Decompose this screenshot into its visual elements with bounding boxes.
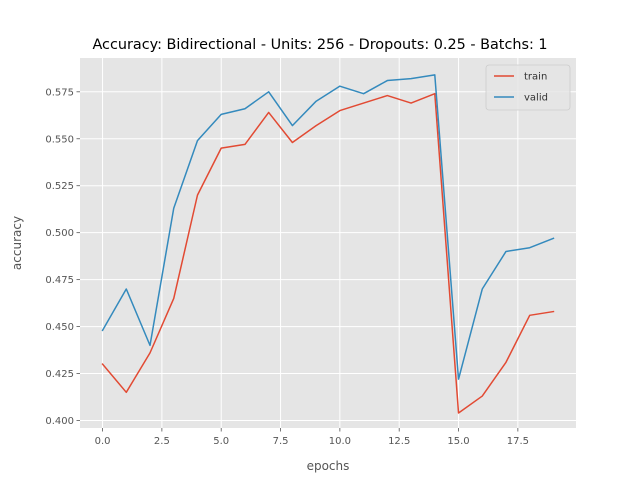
legend: train valid <box>485 64 571 111</box>
x-tick-label: 15.0 <box>447 436 469 447</box>
grid-lines <box>80 58 576 428</box>
x-tick-label: 10.0 <box>329 436 351 447</box>
x-tick-label: 0.0 <box>95 436 111 447</box>
x-tick-label: 7.5 <box>273 436 289 447</box>
x-tick-label: 17.5 <box>507 436 529 447</box>
y-tick-label: 0.450 <box>45 322 74 333</box>
x-tick-label: 5.0 <box>213 436 229 447</box>
x-axis-label: epochs <box>307 459 350 473</box>
y-tick-label: 0.525 <box>45 181 74 192</box>
x-tick-label: 12.5 <box>388 436 410 447</box>
plot-area <box>80 58 576 428</box>
legend-label-valid: valid <box>524 93 548 104</box>
y-tick-label: 0.550 <box>45 134 74 145</box>
chart-title: Accuracy: Bidirectional - Units: 256 - D… <box>92 37 547 53</box>
y-tick-label: 0.475 <box>45 275 74 286</box>
y-axis-label: accuracy <box>10 216 24 270</box>
axis-ticks: 0.0 2.5 5.0 7.5 10.0 12.5 15.0 17.5 0.400 0.425 0.… <box>45 87 529 447</box>
y-tick-label: 0.575 <box>45 87 74 98</box>
y-tick-label: 0.425 <box>45 369 74 380</box>
legend-label-train: train <box>524 72 547 83</box>
series-line-train <box>101 92 555 414</box>
y-tick-label: 0.500 <box>45 228 74 239</box>
x-tick-label: 2.5 <box>154 436 170 447</box>
y-tick-label: 0.400 <box>45 416 74 427</box>
series-line-valid <box>101 74 555 380</box>
series-layer <box>101 74 555 414</box>
